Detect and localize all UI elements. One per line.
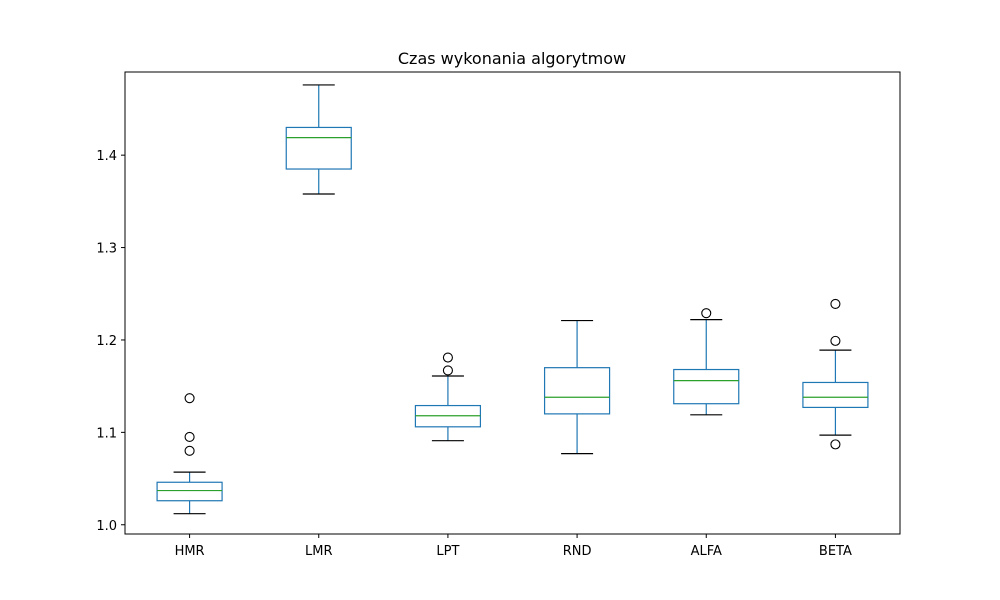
box-group-hmr — [156, 393, 223, 515]
y-tick-label: 1.1 — [96, 426, 117, 441]
x-tick-label: RND — [563, 544, 592, 559]
box-group-lmr — [285, 84, 352, 195]
y-tick-label: 1.2 — [96, 334, 117, 349]
box-group-alfa — [673, 308, 740, 416]
outlier-point — [830, 439, 841, 450]
y-axis: 1.0 1.1 1.2 1.3 1.4 — [96, 149, 125, 534]
y-tick-label: 1.0 — [96, 519, 117, 534]
outlier-point — [830, 298, 841, 309]
box — [156, 481, 223, 502]
axes-frame — [124, 71, 901, 535]
x-tick-label: LMR — [305, 544, 333, 559]
y-tick-label: 1.3 — [96, 242, 117, 257]
x-tick-label: BETA — [819, 544, 852, 559]
plot-area — [156, 84, 869, 515]
y-tick-label: 1.4 — [96, 149, 117, 164]
box — [285, 126, 352, 170]
x-tick-label: LPT — [436, 544, 459, 559]
outlier-point — [184, 445, 195, 456]
box — [543, 367, 611, 415]
box — [673, 368, 740, 405]
outlier-point — [442, 352, 453, 363]
outlier-point — [830, 335, 841, 346]
chart-title: Czas wykonania algorytmow — [398, 49, 626, 68]
outlier-point — [442, 365, 453, 376]
x-axis: HMR LMR LPT RND ALFA BETA — [175, 534, 852, 559]
box-group-lpt — [414, 352, 482, 442]
x-tick-label: HMR — [175, 544, 205, 559]
x-tick-label: ALFA — [691, 544, 722, 559]
outlier-point — [184, 431, 195, 443]
box-group-beta — [802, 298, 869, 450]
box — [802, 381, 869, 409]
box-group-rnd — [543, 319, 611, 455]
outlier-point — [184, 393, 195, 404]
outlier-point — [701, 308, 712, 319]
